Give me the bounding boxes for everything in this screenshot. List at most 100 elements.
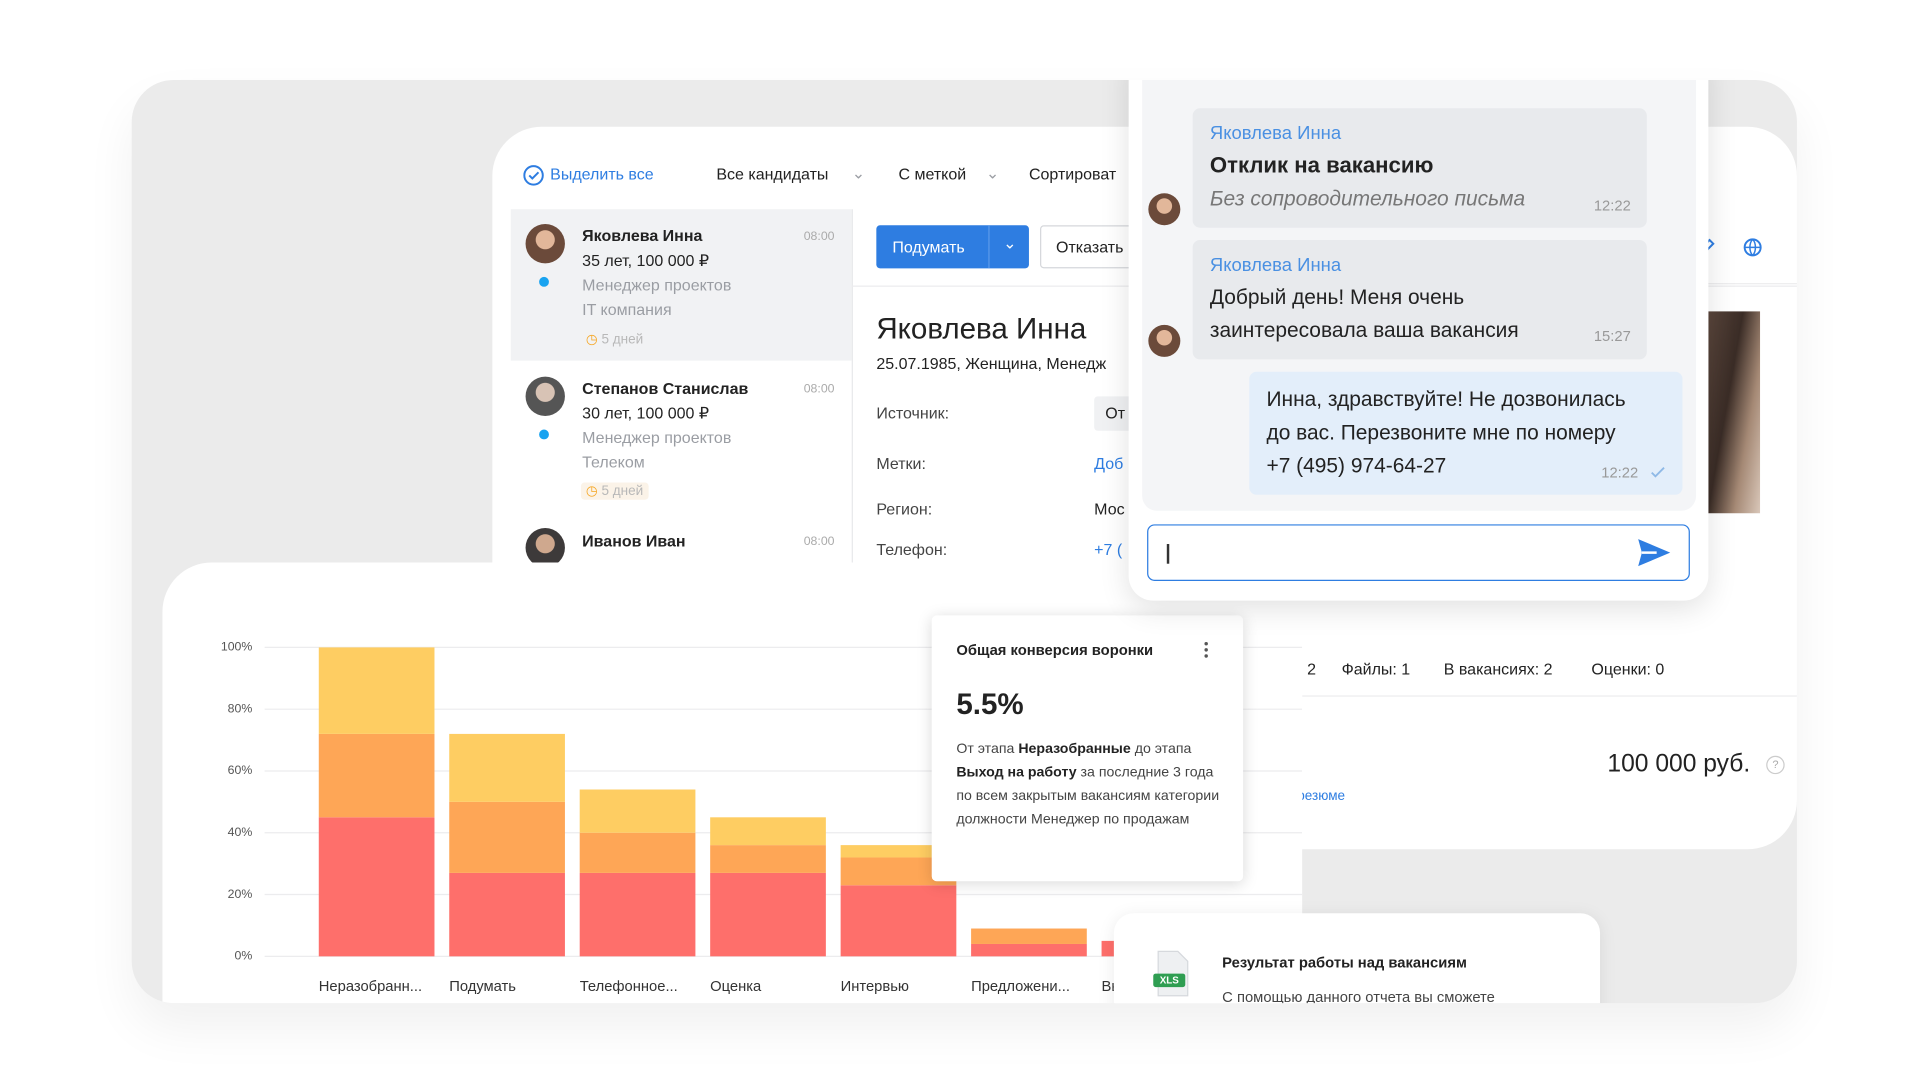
stat: В вакансиях: 2 [1443,659,1553,679]
bar-segment [318,733,435,818]
field-label: Регион: [876,499,933,519]
bar-segment [710,817,826,846]
divider [1302,695,1797,697]
field-value[interactable]: Доб [1094,454,1124,473]
avatar [1148,324,1181,357]
y-tick-label: 0% [235,949,253,963]
chat-panel: Яковлева Инна Отклик на вакансию Без соп… [1128,80,1709,601]
think-button[interactable]: Подумать ⌄ [876,225,1029,269]
button-label: Отказать [1056,237,1124,257]
chevron: ⌄ [851,163,866,183]
filter[interactable]: Сортироват [1028,164,1117,184]
y-tick-label: 60% [228,763,253,777]
send-button[interactable] [1636,537,1673,569]
message-text: Инна, здравствуйте! Не дозвонилась [1266,387,1626,412]
avatar [525,376,565,417]
text: до этапа [1130,742,1192,757]
report-card: XLS Результат работы над вакансиям С пом… [1113,913,1601,1004]
candidate-name[interactable]: Яковлева Инна [582,226,703,245]
avatar [1148,193,1181,226]
status-dot [539,429,549,440]
message-text: до вас. Перезвоните мне по номеру [1266,420,1616,445]
cursor [1166,544,1169,564]
stat: Оценки: 0 [1591,659,1665,679]
text: за последние 3 года по всем закрытым вак… [956,765,1220,828]
profile-info: 25.07.1985, Женщина, Менедж [876,354,1107,373]
bar-segment [840,845,957,858]
field-value: От [1105,403,1126,423]
field-label: Метки: [876,454,926,473]
tooltip-title: Общая конверсия воронки [956,641,1154,659]
candidate-name[interactable]: Степанов Станислав [582,379,749,398]
chevron: ⌄ [1003,233,1017,253]
time: 08:00 [803,535,835,549]
icon-label: XLS [1160,976,1180,987]
avatar [525,528,565,568]
bar-segment [710,845,826,873]
tooltip: Общая конверсия воронки 5.5% От этапа Не… [931,615,1244,882]
message-text: Без сопроводительного письма [1209,187,1526,211]
divider [1698,283,1797,285]
bar-segment [579,872,696,957]
tooltip-text: От этапа Неразобранные до этапа Выход на… [956,738,1224,832]
separator [988,225,990,269]
read-check [1651,467,1665,478]
chevron: ⌄ [985,163,1000,183]
status-dot [539,276,549,287]
bar-segment [710,872,826,957]
check-icon [523,165,544,186]
field-value[interactable]: +7 ( [1094,540,1123,559]
bar-segment [318,647,435,734]
resume-link[interactable]: резюме [1297,788,1346,804]
photo [1708,311,1761,514]
message-text: заинтересовала ваша вакансия [1209,318,1519,343]
days: 5 дней [601,332,644,348]
report-text: С помощью данного отчета вы сможете [1222,988,1495,1004]
salary: 100 000 руб. [1607,750,1751,778]
message: Инна, здравствуйте! Не дозвонилась до ва… [1249,371,1683,495]
x-tick-label: Предложени... [971,979,1070,995]
bar-segment [579,832,696,873]
sender: Яковлева Инна [1209,254,1342,276]
bar-segment [579,789,696,833]
details: 35 лет, 100 000 ₽ [582,251,710,270]
message: Яковлева Инна Отклик на вакансию Без соп… [1192,108,1647,228]
bar-segment [840,885,957,957]
candidate-name[interactable]: Иванов Иван [582,531,686,551]
button-label: Подумать [892,237,965,257]
selected-row [510,209,852,361]
x-tick-label: Телефонное... [580,979,678,995]
y-tick-label: 100% [221,640,253,654]
conversion-value: 5.5% [956,688,1024,722]
select-all[interactable]: Выделить все [550,164,654,184]
help[interactable]: ? [1766,755,1785,775]
report-title: Результат работы над вакансиям [1222,953,1467,972]
web-icon[interactable] [1743,238,1763,258]
time: 12:22 [1593,196,1631,215]
days-badge: ◷ 5 дней [585,332,644,348]
message-text: Добрый день! Меня очень [1209,285,1465,309]
menu-icon[interactable] [1202,640,1209,660]
backdrop-panel: Выделить все Все кандидаты ⌄ С меткой ⌄ … [131,80,1797,1004]
bar-segment [449,733,565,802]
avatar [525,224,565,264]
x-tick-label: Подумать [449,979,516,995]
text: От этапа [956,742,1019,757]
days: 5 дней [601,483,644,499]
message: Яковлева Инна Добрый день! Меня очень за… [1192,240,1647,360]
message-input[interactable] [1147,524,1690,581]
xls-icon: XLS [1153,950,1189,997]
company: Телеком [582,452,645,472]
filter[interactable]: Все кандидаты [716,164,829,184]
time: 08:00 [803,230,835,244]
position: Менеджер проектов [582,275,732,295]
time: 08:00 [803,382,835,397]
stage: Неразобранные [1018,742,1131,757]
filter[interactable]: С меткой [898,164,967,184]
bar-segment [449,872,565,957]
bar-segment [318,817,435,957]
message-title: Отклик на вакансию [1209,152,1434,178]
x-tick-label: Интервью [841,979,909,995]
y-tick-label: 20% [228,887,253,901]
